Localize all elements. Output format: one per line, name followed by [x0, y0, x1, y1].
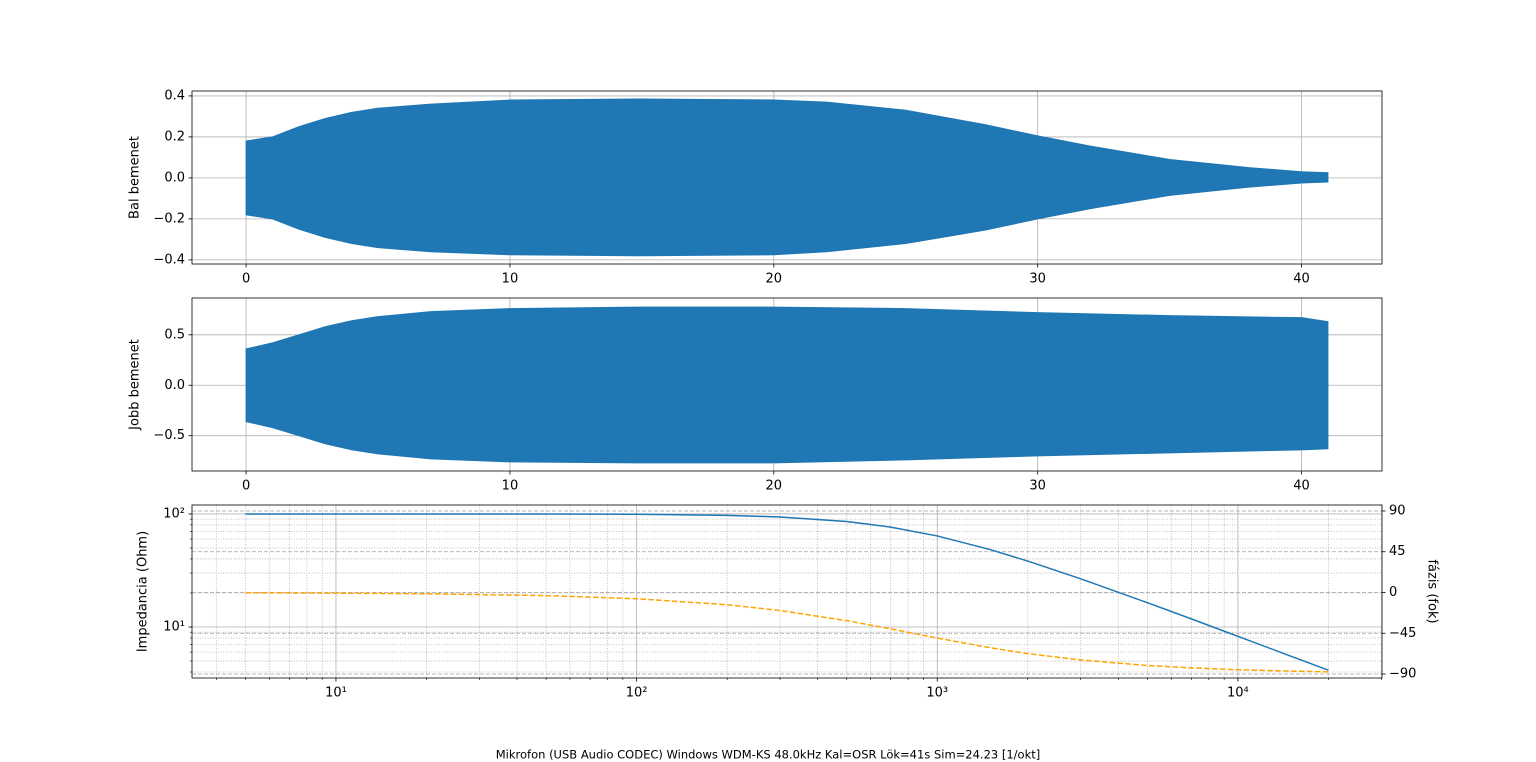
x-tick-label: 10¹ — [325, 686, 347, 701]
caption: Mikrofon (USB Audio CODEC) Windows WDM-K… — [496, 748, 1040, 762]
axes-frame — [191, 297, 1383, 472]
signal-envelope — [245, 177, 1329, 257]
y-tick-label: 10² — [163, 506, 185, 521]
x-tick-label: 10 — [502, 272, 519, 287]
x-tick-label: 10 — [502, 479, 519, 494]
x-tick-label: 40 — [1293, 479, 1310, 494]
x-tick-label: 0 — [242, 272, 250, 287]
curve — [245, 513, 1329, 671]
signal-envelope — [245, 384, 1329, 464]
y-tick-label: 0.0 — [164, 170, 185, 185]
signal-envelope — [245, 306, 1329, 386]
y2-tick-label: −90 — [1389, 667, 1416, 682]
y2-tick-label: −45 — [1389, 626, 1416, 641]
y-tick-label: −0.4 — [153, 252, 185, 267]
y-axis-label: Bal bemenet — [128, 136, 143, 219]
x-tick-label: 30 — [1029, 272, 1046, 287]
y-tick-label: 0.4 — [164, 88, 185, 103]
y2-tick-label: 90 — [1389, 503, 1406, 518]
y-tick-label: 0.5 — [164, 327, 185, 342]
x-tick-label: 10² — [626, 686, 648, 701]
y-tick-label: 0.2 — [164, 129, 185, 144]
signal-envelope — [245, 98, 1329, 179]
axes-frame — [191, 504, 1383, 679]
y-axis-label: Impedancia (Ohm) — [136, 531, 151, 652]
x-tick-label: 20 — [766, 272, 783, 287]
y2-tick-label: 0 — [1389, 585, 1397, 600]
x-tick-label: 0 — [242, 479, 250, 494]
x-tick-label: 30 — [1029, 479, 1046, 494]
y-axis-label: Jobb bemenet — [128, 339, 143, 431]
y-tick-label: −0.2 — [153, 211, 185, 226]
curve — [245, 592, 1329, 673]
y-tick-label: −0.5 — [153, 428, 185, 443]
x-tick-label: 20 — [766, 479, 783, 494]
y2-axis-label: fázis (fok) — [1425, 559, 1440, 623]
y-tick-label: 0.0 — [164, 378, 185, 393]
axes-frame — [191, 90, 1383, 265]
x-tick-label: 10⁴ — [1227, 686, 1249, 701]
x-tick-label: 10³ — [926, 686, 948, 701]
y-tick-label: 10¹ — [163, 620, 185, 635]
y2-tick-label: 45 — [1389, 544, 1406, 559]
x-tick-label: 40 — [1293, 272, 1310, 287]
